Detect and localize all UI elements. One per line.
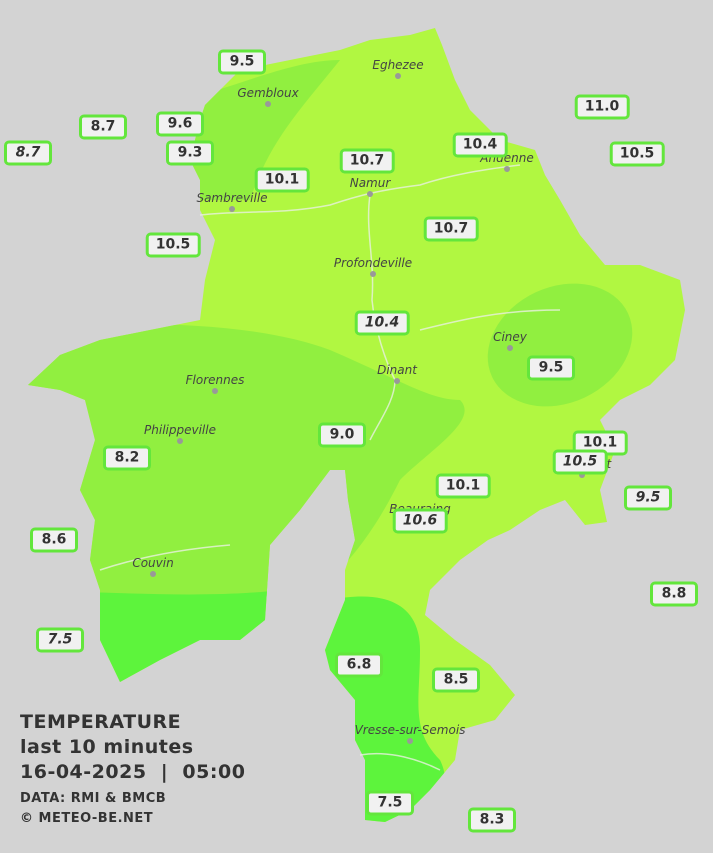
station-temperature: 9.5 (624, 485, 672, 511)
city-label: Ciney (493, 330, 527, 344)
station-temperature: 10.7 (423, 216, 479, 242)
legend-title: TEMPERATURE (20, 711, 182, 733)
station-temperature: 9.6 (156, 111, 204, 137)
station-temperature: 9.5 (527, 355, 575, 381)
station-temperature: 10.6 (392, 508, 448, 534)
station-temperature: 10.1 (435, 473, 491, 499)
station-temperature: 8.8 (650, 581, 698, 607)
city-label: Profondeville (333, 256, 413, 270)
city-label: Sambreville (196, 191, 268, 205)
station-temperature: 10.4 (452, 132, 508, 158)
station-temperature: 10.5 (609, 141, 665, 167)
city-dots (150, 73, 585, 744)
station-temperature: 11.0 (574, 94, 630, 120)
station-temperature: 8.2 (103, 445, 151, 471)
station-temperature: 10.1 (254, 167, 310, 193)
city-label: Dinant (377, 363, 417, 377)
station-temperature: 10.5 (552, 449, 608, 475)
city-label: Florennes (185, 373, 245, 387)
legend-datetime: 16-04-2025 | 05:00 (20, 761, 246, 783)
station-temperature: 9.5 (218, 49, 266, 75)
city-label: Vresse-sur-Semois (354, 723, 466, 737)
station-temperature: 10.7 (339, 148, 395, 174)
city-label: Couvin (132, 556, 174, 570)
station-temperature: 9.3 (166, 140, 214, 166)
city-label: Philippeville (144, 423, 216, 437)
station-temperature: 7.5 (366, 790, 414, 816)
legend-source: DATA: RMI & BMCB (20, 791, 167, 806)
city-label: Namur (349, 176, 391, 190)
station-temperature: 7.5 (36, 627, 84, 653)
station-temperature: 8.6 (30, 527, 78, 553)
legend: TEMPERATURE last 10 minutes 16-04-2025 |… (20, 710, 245, 829)
station-temperature: 6.8 (335, 652, 383, 678)
city-label: Eghezee (372, 58, 424, 72)
station-temperature: 10.4 (354, 310, 410, 336)
legend-period: last 10 minutes (20, 736, 194, 758)
station-temperature: 9.0 (318, 422, 366, 448)
station-temperature: 10.5 (145, 232, 201, 258)
city-label: Gembloux (237, 86, 299, 100)
station-temperature: 8.7 (4, 140, 52, 166)
station-temperature: 8.7 (79, 114, 127, 140)
station-temperature: 8.3 (468, 807, 516, 833)
legend-credit: © METEO-BE.NET (20, 811, 154, 826)
station-temperature: 8.5 (432, 667, 480, 693)
